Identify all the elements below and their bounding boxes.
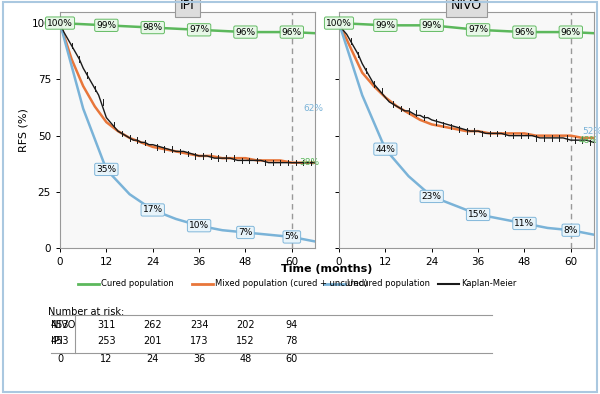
Text: 99%: 99%: [376, 21, 395, 30]
Text: 38%: 38%: [299, 158, 320, 167]
Text: 78: 78: [286, 336, 298, 346]
Text: 48: 48: [239, 353, 251, 364]
Text: Kaplan-Meier: Kaplan-Meier: [461, 279, 516, 288]
Text: 98%: 98%: [143, 23, 163, 32]
Text: 96%: 96%: [514, 28, 535, 37]
Text: Uncured population: Uncured population: [347, 279, 430, 288]
Text: 96%: 96%: [282, 28, 302, 37]
Text: 5%: 5%: [284, 232, 299, 242]
Text: 62%: 62%: [304, 104, 323, 113]
Text: 15%: 15%: [468, 210, 488, 219]
Text: 0: 0: [57, 353, 63, 364]
Text: 202: 202: [236, 320, 255, 330]
Text: 44%: 44%: [376, 145, 395, 154]
Text: 201: 201: [143, 336, 162, 346]
Text: 35%: 35%: [97, 165, 116, 174]
Text: 453: 453: [51, 320, 69, 330]
Text: 52%: 52%: [583, 126, 600, 136]
Text: 48%: 48%: [578, 136, 599, 145]
Text: 97%: 97%: [468, 25, 488, 34]
Text: Number at risk:: Number at risk:: [48, 307, 124, 317]
Text: 97%: 97%: [189, 25, 209, 34]
Text: 7%: 7%: [238, 228, 253, 237]
Text: 96%: 96%: [235, 28, 256, 37]
Text: 152: 152: [236, 336, 255, 346]
Y-axis label: RFS (%): RFS (%): [19, 108, 29, 152]
Text: 36: 36: [193, 353, 205, 364]
Text: 23%: 23%: [422, 192, 442, 201]
Text: 100%: 100%: [47, 19, 73, 28]
Text: 24: 24: [146, 353, 159, 364]
Text: Mixed population (cured + uncured): Mixed population (cured + uncured): [215, 279, 367, 288]
Text: 262: 262: [143, 320, 162, 330]
Text: 99%: 99%: [422, 21, 442, 30]
Title: NIVO: NIVO: [451, 0, 482, 12]
Text: 12: 12: [100, 353, 113, 364]
Text: 253: 253: [97, 336, 116, 346]
Text: 94: 94: [286, 320, 298, 330]
Text: 10%: 10%: [189, 221, 209, 230]
Text: 8%: 8%: [563, 226, 578, 235]
Text: 11%: 11%: [514, 219, 535, 228]
Text: NIVO: NIVO: [51, 320, 76, 330]
Text: 173: 173: [190, 336, 208, 346]
Text: Cured population: Cured population: [101, 279, 173, 288]
Text: 100%: 100%: [326, 19, 352, 28]
Text: 99%: 99%: [97, 21, 116, 30]
Text: 234: 234: [190, 320, 208, 330]
Text: 17%: 17%: [143, 205, 163, 214]
Text: Time (months): Time (months): [281, 264, 373, 274]
Text: 453: 453: [51, 336, 69, 346]
Text: IPI: IPI: [51, 336, 63, 346]
Title: IPI: IPI: [180, 0, 195, 12]
Text: 60: 60: [286, 353, 298, 364]
Text: 311: 311: [97, 320, 116, 330]
Text: 96%: 96%: [561, 28, 581, 37]
